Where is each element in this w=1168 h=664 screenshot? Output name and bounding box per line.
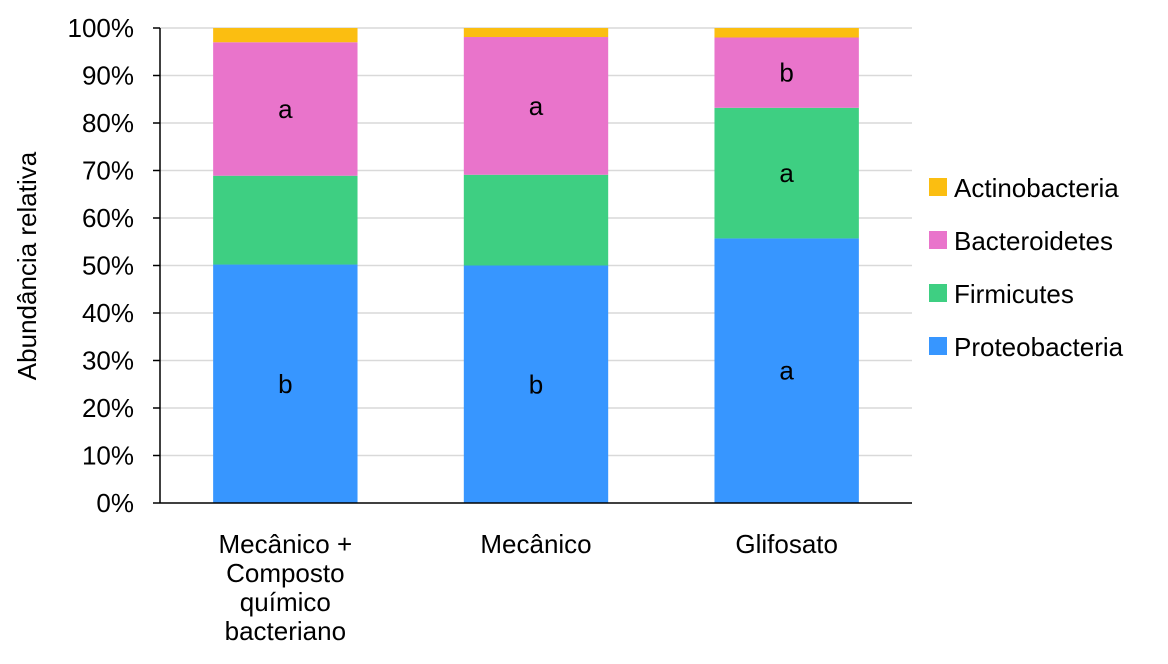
significance-label: a: [779, 158, 794, 188]
y-tick-label: 0%: [96, 488, 134, 518]
significance-label: b: [779, 58, 793, 88]
legend-swatch: [929, 178, 947, 196]
significance-label: a: [278, 94, 293, 124]
bar-segment-proteobacteria: [714, 238, 859, 504]
y-tick-label: 30%: [82, 346, 134, 376]
y-tick-labels: 0% 10% 20% 30% 40% 50% 60% 70% 80% 90% 100%: [68, 13, 135, 518]
y-tick-label: 50%: [82, 251, 134, 281]
bar-segment-firmicutes: [714, 107, 859, 239]
legend-label: Actinobacteria: [954, 173, 1119, 203]
category-label: Glifosato: [735, 529, 838, 559]
significance-label: b: [529, 369, 543, 399]
significance-label: b: [278, 369, 292, 399]
bars: [213, 28, 859, 504]
category-label: Mecânico + Composto químico bacteriano: [218, 529, 352, 646]
segment-labels: b a b a a a b: [278, 58, 794, 400]
bar-segment-actinobacteria: [714, 28, 859, 38]
bar-segment-firmicutes: [213, 175, 358, 265]
legend-swatch: [929, 231, 947, 249]
bar-segment-bacteroidetes: [714, 37, 859, 108]
legend: Actinobacteria Bacteroidetes Firmicutes Pro…: [929, 173, 1124, 362]
significance-label: a: [529, 91, 544, 121]
bar-segment-bacteroidetes: [463, 37, 609, 175]
y-tick-label: 90%: [82, 61, 134, 91]
y-tick-label: 10%: [82, 441, 134, 471]
y-axis-label: Abundância relativa: [12, 151, 42, 380]
legend-swatch: [929, 337, 947, 355]
legend-item-actinobacteria: Actinobacteria: [929, 173, 1119, 203]
bar-segment-actinobacteria: [213, 28, 358, 43]
legend-label: Firmicutes: [954, 279, 1074, 309]
bar-segment-firmicutes: [463, 174, 609, 266]
legend-item-proteobacteria: Proteobacteria: [929, 332, 1124, 362]
y-tick-label: 60%: [82, 203, 134, 233]
bar-segment-proteobacteria: [463, 265, 609, 503]
legend-item-bacteroidetes: Bacteroidetes: [929, 226, 1113, 256]
bar-segment-proteobacteria: [213, 264, 358, 503]
y-tick-label: 70%: [82, 156, 134, 186]
category-label: Mecânico: [480, 529, 591, 559]
bar-segment-actinobacteria: [463, 28, 609, 38]
legend-item-firmicutes: Firmicutes: [929, 279, 1074, 309]
legend-label: Bacteroidetes: [954, 226, 1113, 256]
y-tick-label: 80%: [82, 108, 134, 138]
y-tick-label: 20%: [82, 393, 134, 423]
significance-label: a: [779, 356, 794, 386]
bar-segment-bacteroidetes: [213, 42, 358, 176]
axes: [153, 27, 912, 504]
category-labels: Mecânico + Composto químico bacteriano Mecân…: [218, 529, 837, 646]
y-tick-label: 100%: [68, 13, 135, 43]
y-tick-label: 40%: [82, 298, 134, 328]
legend-swatch: [929, 284, 947, 302]
legend-label: Proteobacteria: [954, 332, 1124, 362]
